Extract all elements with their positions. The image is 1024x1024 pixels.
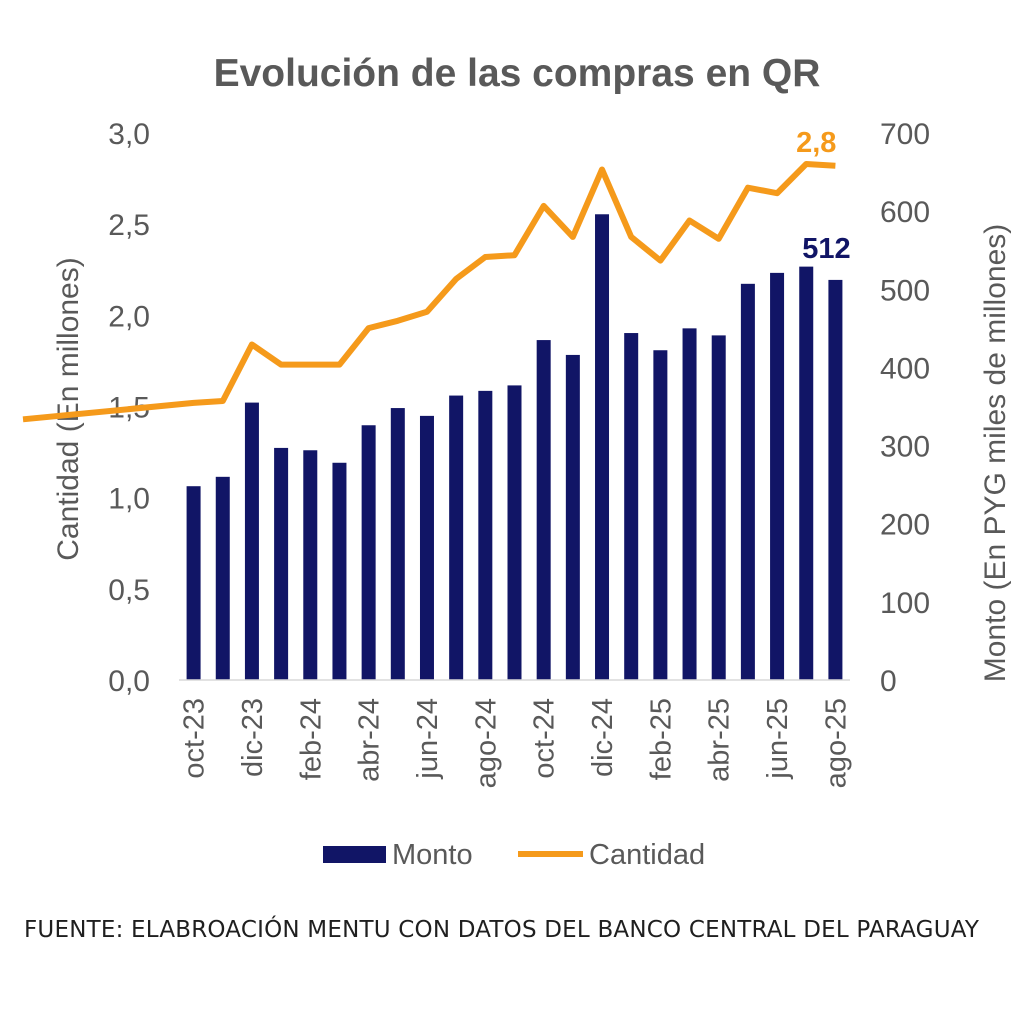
left-tick-label: 0,0 [108,665,150,698]
x-tick-label: ago-24 [470,698,502,788]
legend-monto-label: Monto [392,839,473,871]
left-axis-ticks: 0,00,51,01,52,02,53,0 [108,118,150,698]
right-tick-label: 500 [880,274,930,307]
right-axis-title: Monto (En PYG miles de millones) [979,224,1012,683]
x-tick-label: feb-25 [645,698,677,780]
bar-monto [449,395,464,680]
bar-monto [711,335,726,680]
bar-monto [361,425,376,680]
x-tick-label: dic-23 [237,698,269,777]
legend-cantidad-label: Cantidad [589,839,705,871]
bar-monto [536,340,551,680]
x-tick-label: dic-24 [587,698,619,777]
bar-monto [244,402,259,680]
x-tick-label: abr-25 [704,698,736,782]
bar-monto [799,266,814,680]
x-axis-ticks: oct-23 dic-23 feb-24 abr-24 jun-24 ago-24 oct-… [179,698,853,788]
x-tick-label: jun-25 [762,698,794,780]
right-tick-label: 700 [880,118,930,151]
bar-monto [682,328,697,680]
bar-last-value-label: 512 [802,233,850,265]
monto-bars [186,214,843,681]
left-tick-label: 1,0 [108,483,150,516]
bar-monto [565,354,580,680]
bar-monto [274,447,289,680]
legend: Monto Cantidad [323,839,705,871]
left-tick-label: 0,5 [108,574,150,607]
left-tick-label: 2,0 [108,300,150,333]
cantidad-line [22,161,836,423]
bar-monto [332,462,347,680]
bar-monto [828,279,843,680]
bar-monto [740,283,755,680]
x-tick-label: oct-24 [529,698,561,779]
bar-monto [303,450,318,680]
source-note: FUENTE: ELABROACIÓN MENTU CON DATOS DEL … [24,917,980,943]
bar-monto [595,214,610,681]
left-tick-label: 3,0 [108,118,150,151]
right-tick-label: 0 [880,665,897,698]
x-tick-label: ago-25 [820,698,852,788]
bar-monto [624,333,639,680]
right-tick-label: 200 [880,509,930,542]
right-tick-label: 400 [880,352,930,385]
bar-monto [507,385,522,680]
right-tick-label: 100 [880,587,930,620]
bar-monto [478,390,493,680]
bar-monto [770,272,785,680]
bar-monto [653,350,668,680]
right-tick-label: 600 [880,196,930,229]
x-tick-label: oct-23 [179,698,211,779]
bar-monto [215,476,230,680]
line-last-value-label: 2,8 [796,127,836,159]
right-axis-ticks: 0 100 200 300 400 500 600 700 [880,118,930,698]
x-tick-label: feb-24 [295,698,327,780]
bar-monto [419,415,434,680]
x-tick-label: abr-24 [354,698,386,782]
left-axis-title: Cantidad (En millones) [52,257,85,560]
legend-monto-swatch [323,846,386,863]
chart-title: Evolución de las compras en QR [214,52,821,95]
left-tick-label: 2,5 [108,209,150,242]
x-tick-label: jun-24 [412,698,444,780]
bar-monto [186,486,201,680]
bar-monto [390,408,405,680]
right-tick-label: 300 [880,431,930,464]
